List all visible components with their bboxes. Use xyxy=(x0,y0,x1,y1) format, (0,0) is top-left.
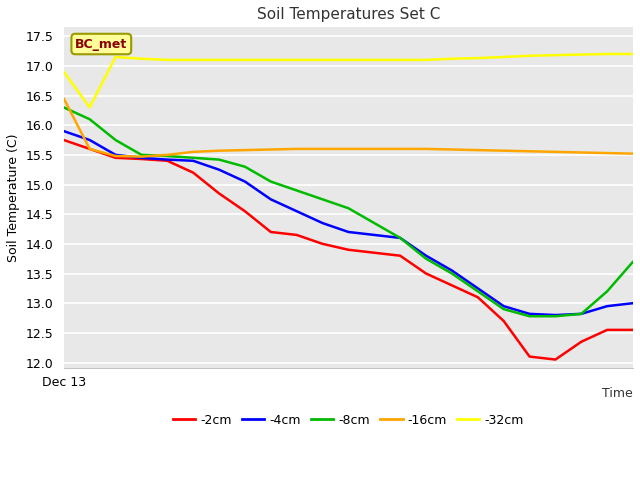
Title: Soil Temperatures Set C: Soil Temperatures Set C xyxy=(257,7,440,22)
Text: BC_met: BC_met xyxy=(75,37,127,50)
Legend: -2cm, -4cm, -8cm, -16cm, -32cm: -2cm, -4cm, -8cm, -16cm, -32cm xyxy=(168,409,529,432)
Y-axis label: Soil Temperature (C): Soil Temperature (C) xyxy=(7,133,20,262)
Text: Time: Time xyxy=(602,387,633,400)
